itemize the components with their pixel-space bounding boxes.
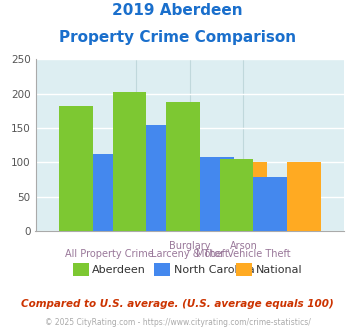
Text: National: National [256, 265, 302, 275]
Bar [180, 162, 214, 231]
Bar [253, 178, 287, 231]
Bar [200, 157, 234, 231]
Text: 2019 Aberdeen: 2019 Aberdeen [112, 3, 243, 18]
Bar [113, 92, 146, 231]
Text: Property Crime Comparison: Property Crime Comparison [59, 30, 296, 45]
Text: Arson: Arson [230, 241, 257, 251]
Text: Aberdeen: Aberdeen [92, 265, 146, 275]
Bar [126, 162, 160, 231]
Text: Larceny & Theft: Larceny & Theft [151, 249, 229, 259]
Bar [166, 102, 200, 231]
Text: Motor Vehicle Theft: Motor Vehicle Theft [196, 249, 291, 259]
Text: North Carolina: North Carolina [174, 265, 255, 275]
Bar [234, 162, 267, 231]
Text: All Property Crime: All Property Crime [65, 249, 154, 259]
Text: © 2025 CityRating.com - https://www.cityrating.com/crime-statistics/: © 2025 CityRating.com - https://www.city… [45, 318, 310, 327]
Bar [93, 154, 126, 231]
Bar [287, 162, 321, 231]
Text: Burglary: Burglary [169, 241, 211, 251]
Bar [220, 159, 253, 231]
Text: Compared to U.S. average. (U.S. average equals 100): Compared to U.S. average. (U.S. average … [21, 299, 334, 309]
Bar [59, 106, 93, 231]
Bar [146, 125, 180, 231]
